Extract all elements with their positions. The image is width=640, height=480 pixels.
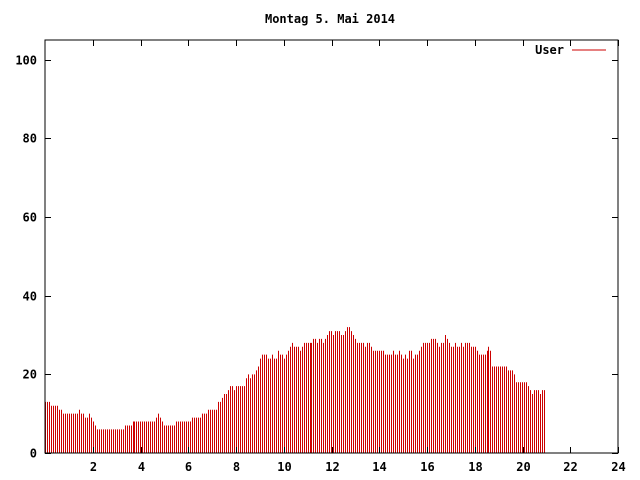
x-tick-label: 2 — [90, 460, 97, 474]
x-tick-label: 16 — [420, 460, 434, 474]
x-tick-label: 22 — [563, 460, 577, 474]
y-tick-label: 100 — [15, 54, 37, 68]
x-tick-label: 10 — [277, 460, 291, 474]
y-tick-label: 20 — [23, 368, 37, 382]
x-tick-label: 8 — [233, 460, 240, 474]
x-tick-label: 18 — [468, 460, 482, 474]
x-tick-label: 6 — [185, 460, 192, 474]
plot-frame — [44, 39, 619, 454]
x-tick-label: 20 — [516, 460, 530, 474]
x-tick-label: 4 — [138, 460, 145, 474]
y-tick-label: 0 — [30, 447, 37, 461]
y-tick-label: 40 — [23, 290, 37, 304]
y-tick-label: 60 — [23, 211, 37, 225]
bars-layer — [45, 327, 545, 453]
x-tick-label: 24 — [611, 460, 625, 474]
y-tick-label: 80 — [23, 132, 37, 146]
x-tick-label: 12 — [325, 460, 339, 474]
chart-title: Montag 5. Mai 2014 — [265, 12, 395, 26]
legend-label: User — [535, 43, 564, 57]
legend: User — [535, 43, 606, 57]
x-tick-label: 14 — [372, 460, 386, 474]
